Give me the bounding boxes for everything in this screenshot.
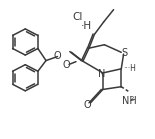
Text: O: O bbox=[54, 51, 61, 61]
Text: Cl: Cl bbox=[72, 12, 83, 22]
Text: 2: 2 bbox=[130, 96, 134, 102]
Text: O: O bbox=[83, 100, 91, 110]
Text: ···H: ···H bbox=[123, 64, 136, 73]
Text: NH: NH bbox=[122, 96, 137, 106]
Text: N: N bbox=[98, 69, 106, 79]
Text: S: S bbox=[121, 48, 127, 58]
Text: ·H: ·H bbox=[81, 21, 92, 31]
Text: O: O bbox=[63, 60, 70, 70]
